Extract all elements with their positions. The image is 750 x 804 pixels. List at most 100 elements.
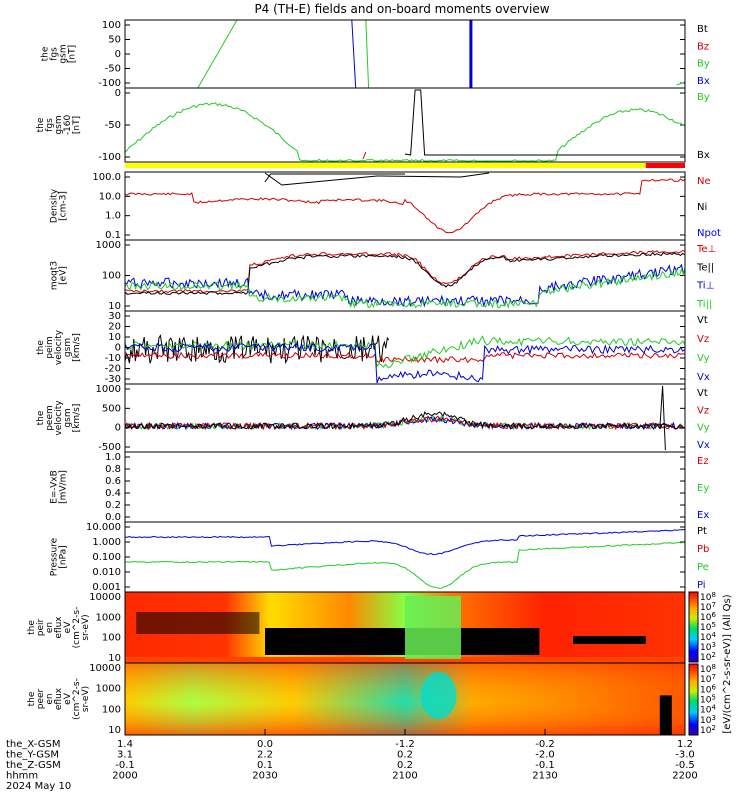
footer-row-value: 3.1 [117, 750, 133, 761]
legend-entry: Bx [697, 76, 710, 87]
y-axis-label: the fgs gsm -160 [nT] [36, 115, 82, 136]
y-axis-label-line: [nT] [72, 116, 82, 134]
y-axis-label: the peem velocity gsm [km/s] [36, 400, 82, 436]
y-axis-label: Density [cm-3] [50, 188, 69, 223]
spectrogram-gap [265, 628, 540, 655]
te-par-trace [124, 251, 686, 296]
footer-row-value: 0.2 [397, 760, 413, 771]
y-axis-label-line: [km/s] [72, 404, 82, 433]
y-tick-label: 30 [108, 311, 121, 322]
spectrogram-shade [125, 663, 685, 735]
by-trace [676, 81, 686, 86]
y-tick-label: -20 [105, 364, 121, 375]
y-tick-label: -50 [105, 64, 121, 75]
y-tick-label: 0 [115, 88, 121, 99]
colorbar-tick-exponent: 3 [711, 714, 715, 722]
vt-spike [659, 385, 666, 451]
y-tick-label: 100 [102, 704, 121, 715]
spectrogram-band [136, 612, 260, 634]
y-axis-label-line: gsm [63, 408, 73, 427]
date-label: 2024 May 10 [6, 781, 71, 792]
panel-6: 1000 500 0 -500 the peem velocity gsm [km/s] Vt Vz… [36, 383, 710, 453]
legend-entry: Vx [697, 440, 710, 451]
y-axis-label-line: moqt3 [50, 261, 60, 290]
footer-row-label: the_X-GSM [6, 739, 60, 750]
spectrogram-band [573, 636, 646, 644]
y-axis-label-line: eflux [54, 687, 64, 710]
spectrogram-core [420, 671, 457, 720]
y-axis-label: the peer en eflux eV (cm^2-s-sr-eV) [27, 678, 91, 720]
footer-row-label: the_Y-GSM [6, 750, 59, 761]
y-tick-label: 10000 [89, 592, 121, 603]
v-trace [124, 411, 686, 431]
y-tick-label: -30 [105, 374, 121, 385]
y-axis-label: the fgs gsm [nT] [41, 44, 78, 63]
y-tick-label: -100 [98, 152, 121, 163]
y-tick-label: 0.2 [105, 500, 121, 511]
ni-trace [264, 173, 405, 183]
y-axis-label-line: sr-eV) [81, 686, 91, 712]
mode-bar-yellow [125, 163, 646, 168]
bx-trace [404, 89, 685, 156]
spectrogram-gap [659, 695, 672, 735]
y-axis-label-line: (cm^2-s- [72, 678, 82, 720]
y-axis-label: Pressure [nPa] [50, 537, 69, 576]
colorbar-tick-exponent: 3 [711, 641, 715, 649]
legend-entry: Te⊥ [696, 244, 716, 255]
colorbar-tick-exponent: 2 [711, 651, 715, 659]
footer-row-value: -3.0 [675, 750, 695, 761]
colorbar-tick-exponent: 5 [711, 694, 715, 702]
y-axis-label-line: eV [63, 621, 73, 634]
legend-entry: Pb [697, 544, 709, 555]
y-axis-label-line: peim [45, 336, 55, 359]
y-axis-label: E=-VxB [mV/m] [50, 470, 69, 504]
ne-trace [124, 178, 686, 234]
footer-row-value: 2030 [252, 771, 277, 782]
y-tick-label: 20 [108, 322, 121, 333]
y-tick-label: 1.0 [105, 452, 121, 463]
y-tick-label: 100 [102, 20, 121, 31]
y-axis-label-line: the [41, 46, 51, 61]
y-tick-label: 100 [102, 633, 121, 644]
y-axis-label-line: en [45, 693, 55, 704]
colorbar-label: [eV/(cm^2-s-sr-eV)] (All Qs) [722, 594, 733, 733]
by-trace [365, 19, 370, 89]
legend-entry: Bx [697, 150, 710, 161]
footer-row-value: 0.2 [397, 750, 413, 761]
y-tick-label: 1000 [96, 384, 121, 395]
y-axis-label-line: fgs [50, 47, 60, 61]
panel-background [125, 88, 685, 162]
y-tick-label: 0.010 [92, 567, 121, 578]
colorbar-tick-exponent: 6 [711, 611, 716, 619]
y-axis-label-line: eV [63, 692, 73, 705]
y-tick-label: 0.4 [105, 488, 121, 499]
colorbar-tick-label: 102 [700, 651, 716, 663]
y-tick-label: 1000 [96, 612, 121, 623]
colorbar-tick-exponent: 4 [711, 631, 716, 639]
footer-row-value: -0.1 [535, 760, 555, 771]
vx-trace [124, 342, 686, 384]
y-axis-label-line: gsm [63, 338, 73, 357]
colorbar-2 [688, 663, 699, 736]
axis-footer: the_X-GSM 1.4 0.0 -1.2 -0.2 1.2 the_Y-GSM 3.1 2.… [6, 729, 698, 792]
colorbar-tick-exponent: 6 [711, 683, 716, 691]
y-tick-label: 100 [102, 271, 121, 282]
panel-4: 1000 100 10 moqt3 [eV] Te⊥ Te|| Ti⊥ Ti|| [50, 239, 716, 312]
y-tick-label: 0.8 [105, 464, 121, 475]
y-tick-label: 10.000 [86, 522, 121, 533]
y-axis-label-line: gsm [59, 44, 69, 63]
y-tick-label: 10000 [89, 663, 121, 674]
y-axis-label: the peim velocity gsm [km/s] [36, 329, 82, 365]
legend-entry: Pt [697, 526, 707, 537]
y-axis-label-line: the [27, 620, 37, 635]
footer-row-value: 2100 [392, 771, 417, 782]
colorbar-tick-exponent: 8 [711, 663, 715, 671]
legend-entry: Vt [697, 388, 708, 399]
y-axis-label-line: fgs [45, 118, 55, 132]
y-axis-label-line: E=-VxB [50, 470, 60, 504]
by-trace [197, 19, 238, 89]
ti-par-trace [124, 267, 686, 309]
